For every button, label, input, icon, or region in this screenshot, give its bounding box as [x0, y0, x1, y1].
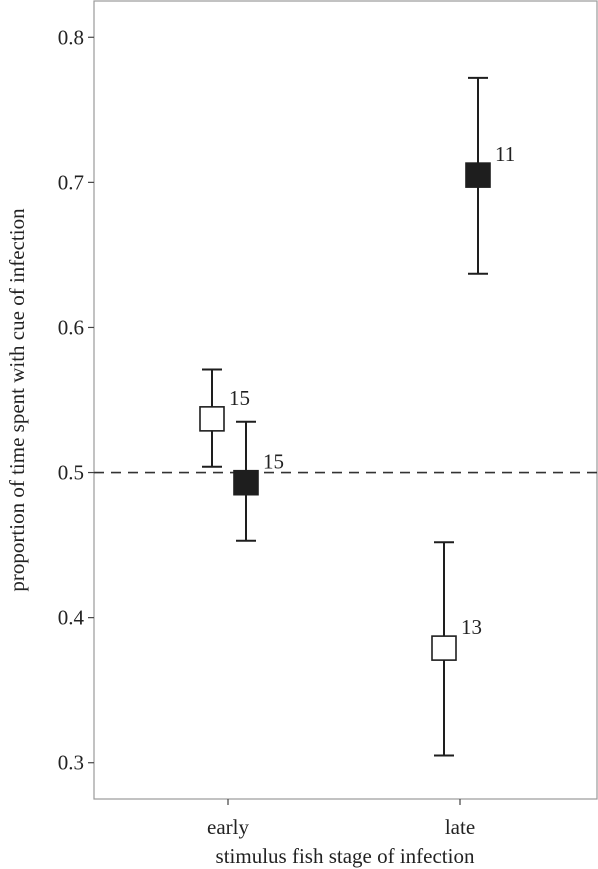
sample-size-label: 15	[229, 386, 250, 410]
y-tick-label: 0.7	[58, 170, 84, 194]
sample-size-label: 15	[263, 450, 284, 474]
y-tick-label: 0.3	[58, 751, 84, 775]
data-point-open-square	[431, 635, 457, 661]
y-axis-title: proportion of time spent with cue of inf…	[5, 208, 29, 592]
x-axis: early late	[207, 799, 475, 839]
data-point-filled-square	[465, 162, 491, 188]
y-tick-label: 0.4	[58, 606, 85, 630]
y-tick-label: 0.6	[58, 315, 84, 339]
data-marks: 15 13 15 11	[199, 76, 515, 757]
sample-size-label: 11	[495, 142, 515, 166]
y-axis: 0.3 0.4 0.5 0.6 0.7 0.8	[58, 25, 94, 775]
data-point-filled-square	[233, 469, 259, 496]
data-point-open-square	[199, 406, 225, 432]
y-tick-label: 0.8	[58, 25, 84, 49]
x-tick-label: late	[445, 815, 475, 839]
y-tick-label: 0.5	[58, 461, 84, 485]
plot-panel	[93, 0, 598, 800]
x-tick-label: early	[207, 815, 249, 839]
sample-size-label: 13	[461, 615, 482, 639]
x-axis-title: stimulus fish stage of infection	[216, 844, 475, 868]
